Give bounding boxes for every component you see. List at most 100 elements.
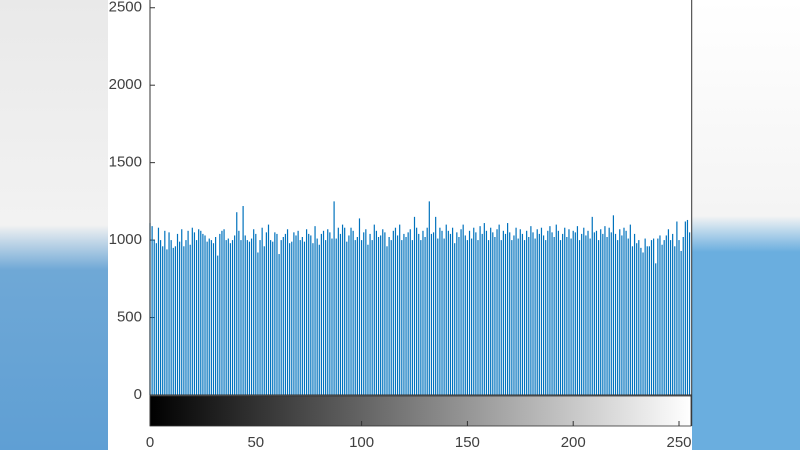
bar bbox=[617, 240, 619, 395]
bar bbox=[350, 227, 352, 395]
bar bbox=[200, 230, 202, 395]
bar bbox=[661, 244, 663, 395]
bar bbox=[303, 241, 306, 395]
bar bbox=[553, 237, 555, 395]
bar bbox=[337, 227, 339, 395]
bar bbox=[204, 235, 206, 395]
bar bbox=[494, 237, 496, 395]
bar bbox=[151, 226, 153, 395]
bar bbox=[208, 238, 210, 395]
bar bbox=[653, 238, 655, 395]
bar bbox=[487, 240, 490, 395]
bar bbox=[231, 240, 234, 395]
bar bbox=[644, 238, 646, 395]
bar bbox=[255, 233, 257, 395]
bar bbox=[396, 235, 399, 395]
bar bbox=[189, 244, 191, 395]
y-tick-label: 2500 bbox=[109, 0, 142, 16]
bar bbox=[672, 233, 674, 395]
bar bbox=[339, 233, 342, 395]
bar bbox=[242, 206, 244, 395]
bar bbox=[468, 230, 471, 395]
bar bbox=[526, 230, 528, 395]
bar bbox=[162, 246, 164, 395]
bar bbox=[464, 235, 466, 395]
bar bbox=[388, 237, 390, 395]
bar bbox=[600, 229, 602, 395]
bar bbox=[498, 224, 500, 395]
bar bbox=[270, 240, 272, 395]
bar bbox=[519, 229, 521, 395]
bar bbox=[312, 243, 314, 395]
bar bbox=[335, 238, 337, 395]
bar bbox=[471, 238, 473, 395]
bar bbox=[202, 233, 204, 395]
bar bbox=[352, 230, 354, 395]
bar bbox=[445, 224, 447, 395]
bar bbox=[534, 238, 536, 395]
bar bbox=[212, 243, 215, 395]
bar bbox=[574, 232, 576, 395]
bar bbox=[250, 238, 253, 395]
bar bbox=[227, 238, 229, 395]
bar bbox=[532, 232, 534, 395]
bar bbox=[217, 255, 219, 395]
bar bbox=[578, 240, 581, 395]
bar bbox=[369, 233, 371, 395]
bar bbox=[646, 246, 648, 395]
bar bbox=[521, 233, 524, 395]
bar bbox=[195, 240, 198, 395]
bar bbox=[392, 230, 394, 395]
bar bbox=[426, 227, 428, 395]
bar bbox=[206, 241, 208, 395]
bar bbox=[547, 230, 549, 395]
bar bbox=[619, 229, 621, 395]
bar bbox=[153, 240, 155, 395]
bar bbox=[667, 229, 670, 395]
bar bbox=[367, 244, 369, 395]
bar bbox=[551, 232, 553, 395]
bar bbox=[538, 233, 540, 395]
bar bbox=[483, 223, 485, 395]
bar bbox=[504, 233, 507, 395]
bar bbox=[648, 246, 650, 395]
bar bbox=[172, 247, 174, 395]
bar bbox=[286, 229, 289, 395]
bar bbox=[354, 240, 356, 395]
bar bbox=[223, 229, 225, 395]
bar bbox=[416, 227, 418, 395]
bar bbox=[437, 238, 439, 395]
colorbar bbox=[149, 395, 692, 427]
bar bbox=[593, 232, 595, 395]
bar bbox=[248, 241, 251, 395]
bar bbox=[333, 201, 335, 395]
bar bbox=[542, 235, 545, 395]
bar bbox=[655, 263, 657, 395]
bar bbox=[530, 226, 532, 395]
bar bbox=[439, 227, 441, 395]
bar bbox=[669, 240, 672, 395]
bar bbox=[382, 229, 384, 395]
bar bbox=[278, 254, 280, 395]
bar bbox=[236, 212, 238, 395]
bar bbox=[676, 221, 678, 395]
bar bbox=[187, 230, 189, 395]
x-tick-label: 200 bbox=[561, 434, 586, 450]
bar bbox=[454, 243, 456, 395]
bar bbox=[424, 237, 426, 395]
bar bbox=[297, 230, 299, 395]
bar bbox=[234, 235, 236, 395]
bar bbox=[299, 240, 301, 395]
bar bbox=[159, 240, 162, 395]
bar bbox=[536, 229, 538, 395]
bar bbox=[386, 246, 388, 395]
bar bbox=[183, 246, 185, 395]
bar bbox=[659, 235, 661, 395]
bar bbox=[663, 240, 665, 395]
bar bbox=[509, 232, 511, 395]
bar bbox=[581, 233, 583, 395]
bar bbox=[413, 216, 416, 395]
bar bbox=[640, 247, 642, 395]
